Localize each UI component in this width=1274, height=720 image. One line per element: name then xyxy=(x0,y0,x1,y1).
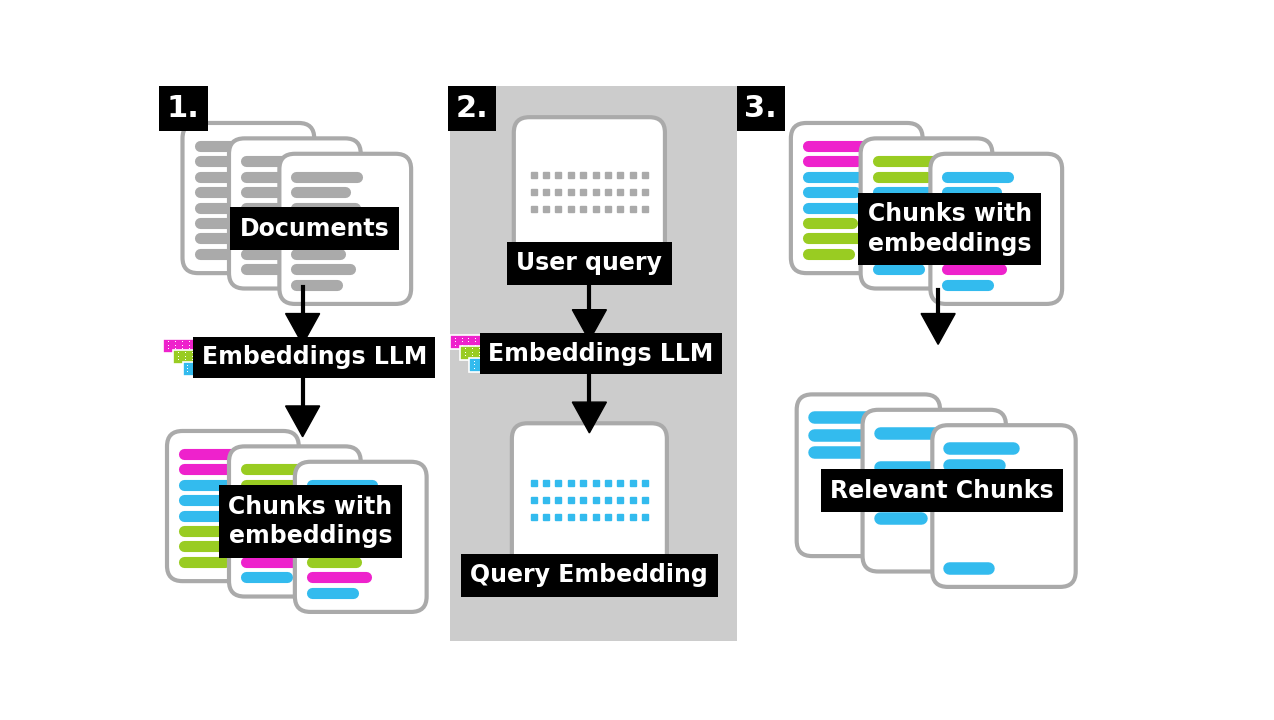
Text: Embeddings LLM: Embeddings LLM xyxy=(201,346,427,369)
Polygon shape xyxy=(285,313,320,344)
Text: Chunks with
embeddings: Chunks with embeddings xyxy=(868,202,1032,256)
Text: 2.: 2. xyxy=(456,94,489,123)
FancyBboxPatch shape xyxy=(294,462,427,612)
FancyBboxPatch shape xyxy=(229,446,361,597)
Text: Query Embedding: Query Embedding xyxy=(470,563,708,588)
FancyBboxPatch shape xyxy=(796,395,940,556)
FancyBboxPatch shape xyxy=(163,339,423,353)
Text: Chunks with
embeddings: Chunks with embeddings xyxy=(228,495,392,549)
FancyBboxPatch shape xyxy=(450,86,736,641)
Text: 3.: 3. xyxy=(744,94,777,123)
Polygon shape xyxy=(572,402,606,433)
FancyBboxPatch shape xyxy=(182,362,423,376)
Polygon shape xyxy=(285,406,320,437)
FancyBboxPatch shape xyxy=(513,117,665,279)
FancyBboxPatch shape xyxy=(167,431,298,581)
FancyBboxPatch shape xyxy=(182,123,315,273)
FancyBboxPatch shape xyxy=(512,423,666,589)
Polygon shape xyxy=(921,313,956,344)
Text: Embeddings LLM: Embeddings LLM xyxy=(488,341,713,366)
FancyBboxPatch shape xyxy=(930,154,1063,304)
FancyBboxPatch shape xyxy=(791,123,922,273)
Text: Relevant Chunks: Relevant Chunks xyxy=(831,479,1054,503)
FancyBboxPatch shape xyxy=(460,346,710,360)
FancyBboxPatch shape xyxy=(862,410,1006,572)
Text: User query: User query xyxy=(516,251,662,276)
Text: Documents: Documents xyxy=(240,217,389,241)
FancyBboxPatch shape xyxy=(861,138,992,289)
Text: 1.: 1. xyxy=(167,94,200,123)
FancyBboxPatch shape xyxy=(469,359,710,372)
FancyBboxPatch shape xyxy=(933,426,1075,587)
FancyBboxPatch shape xyxy=(229,138,361,289)
FancyBboxPatch shape xyxy=(279,154,412,304)
FancyBboxPatch shape xyxy=(173,350,423,364)
Polygon shape xyxy=(572,310,606,341)
FancyBboxPatch shape xyxy=(450,335,710,349)
